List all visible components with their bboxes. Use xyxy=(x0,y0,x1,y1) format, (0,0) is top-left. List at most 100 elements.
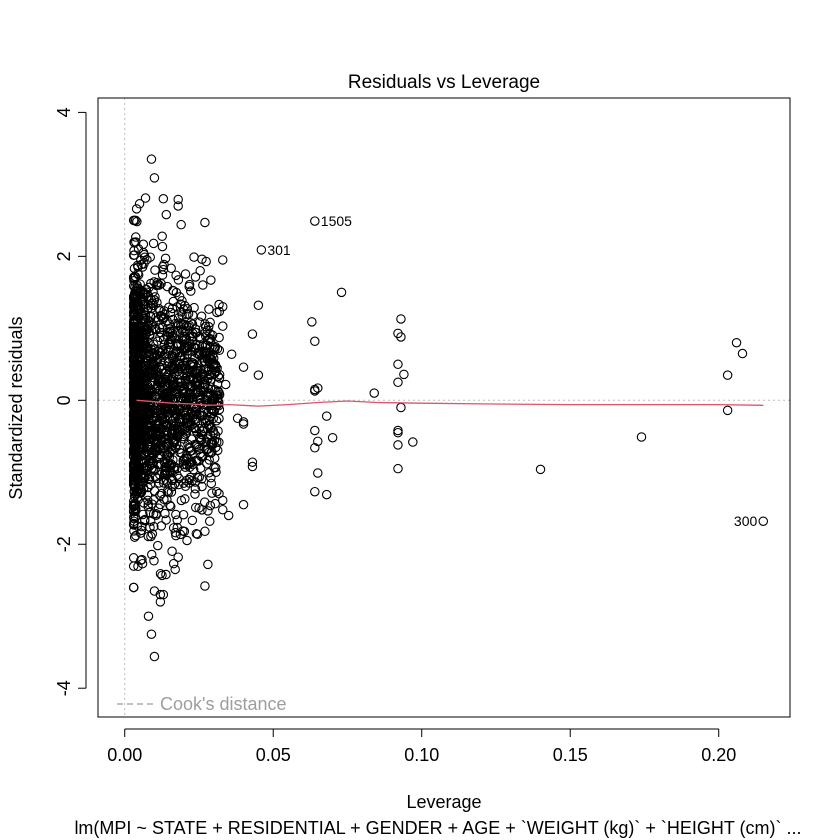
data-point xyxy=(189,302,199,313)
data-point xyxy=(393,377,403,388)
x-tick-label: 0.05 xyxy=(256,745,291,765)
x-axis-label: Leverage xyxy=(406,792,481,812)
data-point xyxy=(178,509,189,520)
data-point xyxy=(157,570,167,581)
data-point xyxy=(159,306,169,316)
point-labels: 1505 301 300 xyxy=(267,213,757,529)
data-point xyxy=(130,271,140,282)
data-point xyxy=(210,462,221,473)
data-point xyxy=(238,499,249,510)
data-point-outlier xyxy=(149,586,160,596)
data-point xyxy=(185,443,195,453)
data-point xyxy=(217,255,228,265)
data-point xyxy=(310,443,320,453)
data-point xyxy=(130,406,141,417)
data-point-labeled xyxy=(256,245,267,255)
data-point xyxy=(206,472,216,483)
data-point xyxy=(154,419,165,430)
data-point xyxy=(203,506,213,516)
data-point xyxy=(195,463,206,473)
data-point xyxy=(142,348,152,359)
data-point xyxy=(186,445,197,456)
data-point xyxy=(166,487,177,497)
data-point xyxy=(535,464,546,475)
data-point xyxy=(141,284,151,295)
data-point xyxy=(131,343,141,353)
data-point xyxy=(195,266,205,276)
data-point xyxy=(212,486,222,497)
data-point xyxy=(170,527,181,538)
data-point xyxy=(190,272,201,282)
data-point-outlier xyxy=(155,597,166,607)
data-point xyxy=(212,445,223,456)
data-point xyxy=(129,383,140,394)
data-point xyxy=(200,581,210,591)
data-point xyxy=(247,329,258,339)
data-point xyxy=(185,318,196,328)
data-point xyxy=(128,331,139,341)
data-point xyxy=(217,495,228,506)
data-point xyxy=(129,496,139,507)
data-point xyxy=(206,382,216,392)
data-point xyxy=(182,371,193,381)
data-point xyxy=(171,270,181,281)
point-label: 1505 xyxy=(321,213,352,229)
data-point xyxy=(130,512,141,523)
data-point xyxy=(128,421,139,432)
data-point xyxy=(129,237,139,247)
data-point xyxy=(130,449,141,459)
y-axis: -4 -2 0 2 4 xyxy=(54,107,87,696)
data-point xyxy=(202,348,212,358)
data-point xyxy=(155,404,166,415)
x-tick-label: 0.15 xyxy=(553,745,588,765)
data-point xyxy=(140,330,151,340)
data-point xyxy=(155,351,165,361)
data-point xyxy=(321,411,332,421)
data-point xyxy=(145,252,155,262)
data-point xyxy=(173,357,183,368)
data-point xyxy=(129,311,139,321)
data-point xyxy=(399,369,409,380)
data-point xyxy=(187,358,198,368)
data-point xyxy=(128,561,139,571)
data-point xyxy=(313,383,323,393)
data-point xyxy=(198,280,208,290)
data-point xyxy=(190,502,201,513)
data-point xyxy=(157,231,167,242)
data-point xyxy=(160,253,171,264)
data-point xyxy=(128,501,139,512)
y-tick-label: 0 xyxy=(54,395,74,405)
data-point xyxy=(169,436,179,447)
y-axis-label: Standardized residuals xyxy=(6,316,26,499)
data-point xyxy=(186,434,197,444)
data-point-outlier xyxy=(158,194,169,204)
data-point xyxy=(158,386,168,397)
data-point xyxy=(139,362,150,372)
data-point-outlier xyxy=(161,209,172,220)
data-point xyxy=(247,461,258,472)
data-point xyxy=(140,289,150,300)
data-point xyxy=(152,278,162,288)
data-point xyxy=(167,350,177,361)
data-point xyxy=(187,420,197,430)
data-point xyxy=(143,482,153,493)
data-point xyxy=(197,254,207,264)
data-point-outlier xyxy=(137,558,148,569)
data-point xyxy=(168,314,178,325)
x-tick-label: 0.20 xyxy=(701,745,736,765)
data-point xyxy=(172,515,183,525)
data-point xyxy=(174,359,184,370)
data-points xyxy=(128,154,769,662)
data-point xyxy=(161,515,171,525)
data-point xyxy=(164,327,175,337)
data-point xyxy=(148,238,159,249)
data-point xyxy=(158,313,168,323)
data-point xyxy=(205,500,216,511)
data-point-outlier xyxy=(173,201,183,211)
data-point xyxy=(130,432,140,443)
data-point xyxy=(200,365,211,375)
data-point xyxy=(147,549,157,560)
chart-subtitle: lm(MPI ~ STATE + RESIDENTIAL + GENDER + … xyxy=(74,818,801,838)
data-point xyxy=(150,292,160,302)
